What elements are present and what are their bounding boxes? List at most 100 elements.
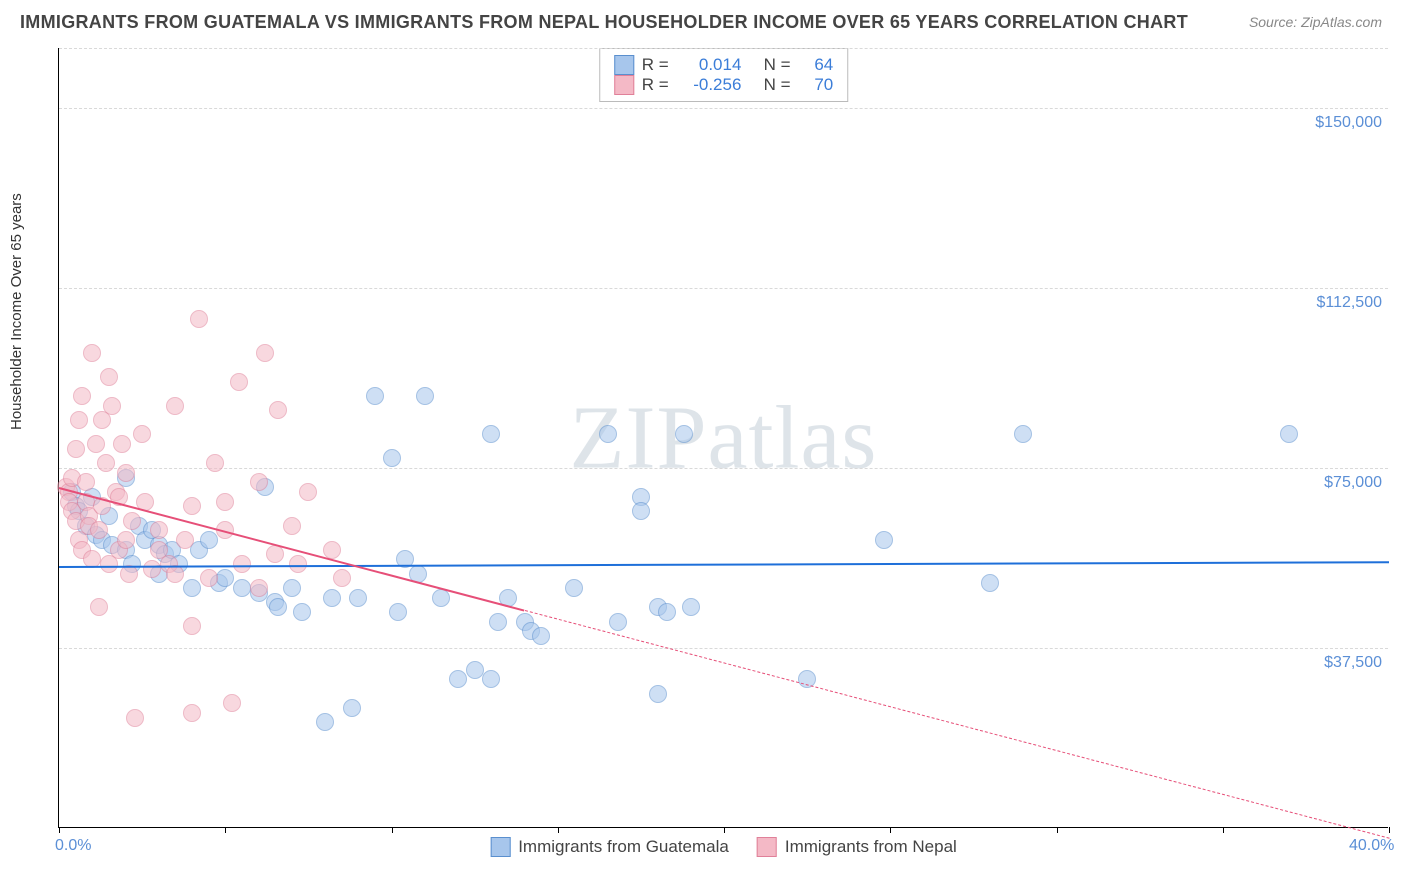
stats-legend: R = 0.014 N = 64R = -0.256 N = 70 (599, 48, 848, 102)
data-point (230, 373, 248, 391)
data-point (283, 517, 301, 535)
data-point (609, 613, 627, 631)
data-point (73, 387, 91, 405)
trendline (524, 610, 1389, 839)
data-point (283, 579, 301, 597)
data-point (383, 449, 401, 467)
legend-swatch (490, 837, 510, 857)
data-point (632, 502, 650, 520)
data-point (599, 425, 617, 443)
data-point (90, 598, 108, 616)
gridline (59, 288, 1388, 289)
data-point (123, 512, 141, 530)
y-axis-label: Householder Income Over 65 years (8, 193, 25, 430)
x-tick (724, 827, 725, 833)
legend-item: Immigrants from Nepal (757, 837, 957, 857)
legend-label: Immigrants from Nepal (785, 837, 957, 857)
legend-label: Immigrants from Guatemala (518, 837, 729, 857)
data-point (289, 555, 307, 573)
data-point (875, 531, 893, 549)
data-point (133, 425, 151, 443)
data-point (466, 661, 484, 679)
data-point (77, 473, 95, 491)
data-point (269, 598, 287, 616)
data-point (649, 685, 667, 703)
data-point (83, 344, 101, 362)
data-point (256, 344, 274, 362)
data-point (223, 694, 241, 712)
data-point (200, 531, 218, 549)
data-point (349, 589, 367, 607)
chart-title: IMMIGRANTS FROM GUATEMALA VS IMMIGRANTS … (20, 12, 1188, 33)
y-tick-label: $37,500 (1324, 654, 1382, 672)
data-point (143, 560, 161, 578)
data-point (117, 531, 135, 549)
data-point (323, 589, 341, 607)
legend-swatch (614, 75, 634, 95)
data-point (293, 603, 311, 621)
data-point (216, 493, 234, 511)
data-point (269, 401, 287, 419)
data-point (532, 627, 550, 645)
x-tick (890, 827, 891, 833)
data-point (216, 569, 234, 587)
gridline (59, 48, 1388, 49)
data-point (150, 521, 168, 539)
plot-area: ZIPatlas R = 0.014 N = 64R = -0.256 N = … (58, 48, 1388, 828)
data-point (333, 569, 351, 587)
data-point (316, 713, 334, 731)
data-point (126, 709, 144, 727)
data-point (565, 579, 583, 597)
x-tick (1057, 827, 1058, 833)
x-tick-label: 40.0% (1349, 837, 1394, 855)
legend-swatch (757, 837, 777, 857)
x-tick (392, 827, 393, 833)
data-point (682, 598, 700, 616)
legend-item: Immigrants from Guatemala (490, 837, 729, 857)
data-point (266, 545, 284, 563)
data-point (323, 541, 341, 559)
y-tick-label: $112,500 (1316, 294, 1382, 312)
trendline (59, 562, 1389, 569)
data-point (183, 579, 201, 597)
r-value: -0.256 (681, 75, 741, 95)
data-point (981, 574, 999, 592)
data-point (1280, 425, 1298, 443)
data-point (90, 521, 108, 539)
n-label: N = (749, 55, 795, 75)
x-tick (59, 827, 60, 833)
data-point (166, 397, 184, 415)
data-point (113, 435, 131, 453)
data-point (117, 464, 135, 482)
data-point (489, 613, 507, 631)
r-label: R = (642, 75, 674, 95)
x-tick (558, 827, 559, 833)
data-point (299, 483, 317, 501)
data-point (87, 435, 105, 453)
r-label: R = (642, 55, 674, 75)
data-point (482, 425, 500, 443)
data-point (200, 569, 218, 587)
gridline (59, 108, 1388, 109)
data-point (233, 555, 251, 573)
data-point (343, 699, 361, 717)
data-point (389, 603, 407, 621)
y-tick-label: $150,000 (1315, 114, 1382, 132)
source-label: Source: ZipAtlas.com (1249, 14, 1382, 30)
data-point (658, 603, 676, 621)
data-point (67, 440, 85, 458)
r-value: 0.014 (681, 55, 741, 75)
n-value: 70 (803, 75, 833, 95)
data-point (206, 454, 224, 472)
x-tick (1223, 827, 1224, 833)
data-point (416, 387, 434, 405)
data-point (1014, 425, 1032, 443)
n-value: 64 (803, 55, 833, 75)
data-point (250, 473, 268, 491)
data-point (183, 617, 201, 635)
data-point (482, 670, 500, 688)
data-point (250, 579, 268, 597)
data-point (366, 387, 384, 405)
legend-swatch (614, 55, 634, 75)
stats-legend-row: R = 0.014 N = 64 (614, 55, 833, 75)
